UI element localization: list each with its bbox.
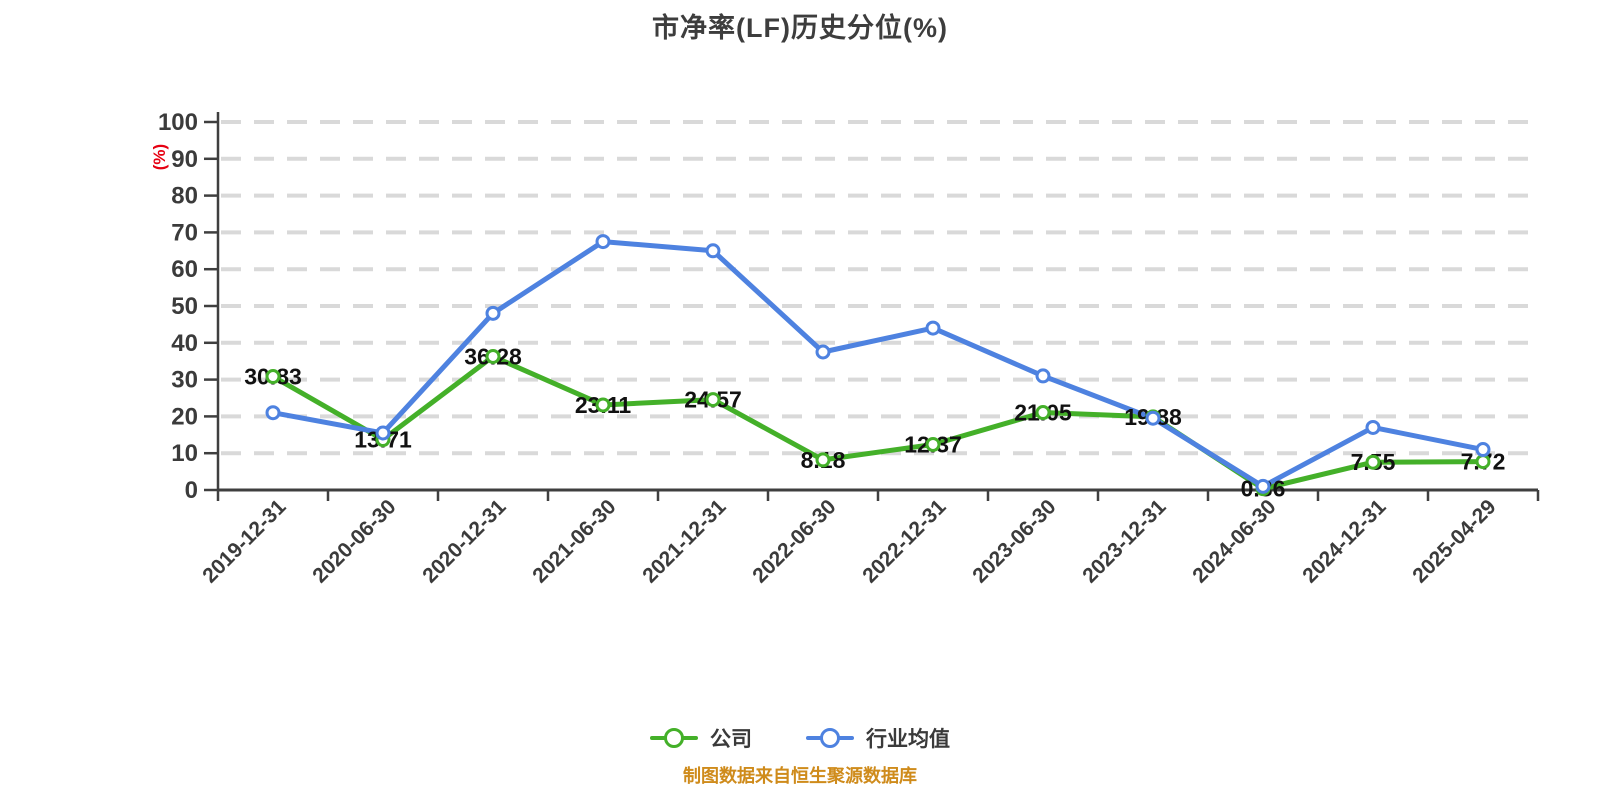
x-tick-label: 2020-06-30	[308, 495, 400, 587]
y-tick-label: 30	[171, 367, 198, 394]
point-marker	[1365, 419, 1381, 435]
series-line-1	[270, 239, 1486, 489]
x-tick-label: 2021-06-30	[528, 495, 620, 587]
y-tick-label: 80	[171, 183, 198, 210]
x-tick-label: 2021-12-31	[638, 495, 730, 587]
industry-dot-icon	[820, 728, 840, 748]
point-marker	[595, 234, 611, 250]
point-marker	[705, 392, 721, 408]
industry-series-marker-icon	[806, 727, 854, 749]
point-marker	[815, 452, 831, 468]
point-marker	[1255, 478, 1271, 494]
point-marker	[815, 344, 831, 360]
x-tick-label: 2022-12-31	[858, 495, 950, 587]
y-tick-label: 50	[171, 293, 198, 320]
y-gridlines	[221, 120, 1535, 456]
x-tick-label: 2024-06-30	[1188, 495, 1280, 587]
chart-title: 市净率(LF)历史分位(%)	[652, 13, 948, 43]
line-chart-plot: 0 10 20 30 40 50 60 70 80 90 100 2019-12-31 2020-06-…	[158, 109, 1540, 587]
legend-item-company[interactable]: 公司	[650, 723, 752, 753]
point-marker	[485, 348, 501, 364]
x-tick-labels: 2019-12-31 2020-06-30 2020-12-31 2021-06-30…	[198, 495, 1500, 587]
point-marker	[1365, 454, 1381, 470]
point-marker	[925, 436, 941, 452]
y-tick-label: 70	[171, 219, 198, 246]
x-tick-label: 2023-06-30	[968, 495, 1060, 587]
series-line-0	[270, 353, 1486, 492]
point-marker	[595, 397, 611, 413]
point-marker	[1035, 405, 1051, 421]
point-marker	[485, 305, 501, 321]
company-series-marker-icon	[650, 727, 698, 749]
y-tick-label: 0	[185, 477, 198, 504]
x-tick-label: 2019-12-31	[198, 495, 290, 587]
legend-label-industry-average: 行业均值	[866, 728, 950, 751]
legend-item-industry-average[interactable]: 行业均值	[806, 723, 950, 753]
y-tick-label: 40	[171, 330, 198, 357]
legend: 公司 行业均值	[0, 716, 1600, 760]
x-tick-label: 2024-12-31	[1298, 495, 1390, 587]
x-tick-label: 2022-06-30	[748, 495, 840, 587]
company-dot-icon	[664, 728, 684, 748]
y-tick-label: 60	[171, 256, 198, 283]
x-tick-label: 2023-12-31	[1078, 495, 1170, 587]
y-tick-label: 10	[171, 440, 198, 467]
point-marker	[265, 369, 281, 385]
point-markers-0	[265, 348, 1491, 497]
y-tick-label: 90	[171, 146, 198, 173]
point-marker	[705, 243, 721, 259]
x-tick-label: 2020-12-31	[418, 495, 510, 587]
y-tick-label: 20	[171, 403, 198, 430]
point-marker	[1035, 368, 1051, 384]
point-marker	[1145, 410, 1161, 426]
point-marker	[375, 425, 391, 441]
data-source-note: 制图数据来自恒生聚源数据库	[683, 766, 917, 786]
point-marker	[1475, 454, 1491, 470]
point-marker	[925, 320, 941, 336]
axes: 0 10 20 30 40 50 60 70 80 90 100	[158, 109, 1540, 504]
point-marker	[1475, 442, 1491, 458]
y-tick-label: 100	[158, 109, 198, 136]
point-marker	[265, 405, 281, 421]
legend-label-company: 公司	[710, 728, 752, 751]
x-tick-label: 2025-04-29	[1408, 495, 1500, 587]
point-markers-1	[265, 234, 1491, 494]
